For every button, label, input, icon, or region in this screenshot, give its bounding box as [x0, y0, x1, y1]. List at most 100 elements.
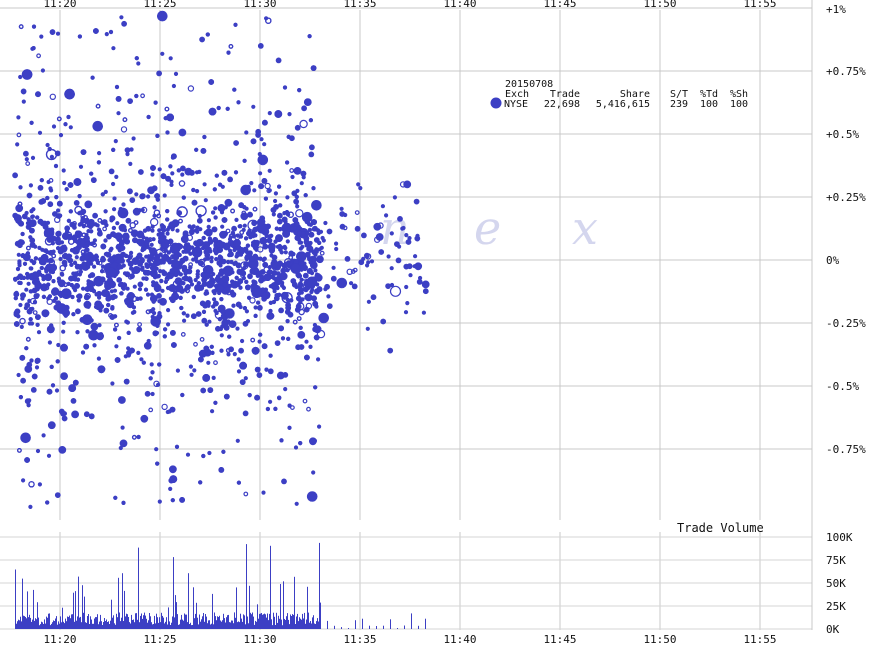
trade-point [109, 294, 116, 301]
trade-point [80, 216, 85, 221]
trade-point [258, 332, 263, 337]
volume-bar [141, 613, 142, 629]
trade-point [50, 29, 55, 34]
volume-bar [211, 623, 212, 629]
trade-point [259, 277, 264, 282]
trade-point [26, 281, 31, 286]
volume-bar [35, 618, 36, 629]
trade-point [293, 220, 300, 227]
trade-point [233, 22, 238, 27]
x-tick-top: 11:20 [43, 0, 76, 10]
volume-bar [275, 625, 276, 629]
volume-bar [158, 622, 159, 629]
trade-point [179, 165, 186, 172]
trade-point [289, 298, 294, 303]
volume-bar [71, 614, 72, 629]
x-tick-top: 11:30 [243, 0, 276, 10]
trade-point [310, 65, 317, 71]
trade-point [29, 120, 34, 125]
trade-point [299, 119, 308, 129]
trade-point [55, 208, 61, 213]
trade-point [17, 280, 22, 285]
trade-point [182, 230, 189, 237]
trade-point [34, 357, 41, 364]
trade-point [56, 116, 62, 122]
trade-point [28, 227, 35, 234]
volume-bar [279, 618, 280, 629]
trade-point [282, 371, 289, 378]
x-tick-bottom: 11:20 [43, 633, 76, 646]
volume-bar [59, 623, 60, 629]
trade-point [25, 275, 30, 280]
trade-point [105, 267, 117, 278]
trade-point [45, 142, 50, 148]
trade-point [47, 340, 53, 345]
volume-bar [45, 623, 46, 629]
trade-point [24, 302, 31, 309]
trade-point [77, 34, 82, 39]
volume-bar [143, 615, 144, 629]
trade-point [249, 297, 256, 304]
trade-point [389, 231, 394, 236]
trade-point [298, 308, 305, 316]
trade-point [209, 259, 214, 264]
trade-point [273, 406, 278, 412]
volume-bar [320, 628, 321, 629]
trade-point [214, 325, 221, 332]
trade-point [70, 294, 75, 300]
trade-point [204, 228, 213, 237]
trade-point [140, 248, 145, 253]
trade-point [32, 300, 38, 305]
trade-point [59, 271, 65, 277]
trade-point [235, 326, 240, 331]
trade-point [316, 357, 321, 362]
trade-point [22, 261, 28, 266]
volume-bar [61, 622, 62, 629]
trade-point [236, 357, 241, 362]
trade-point [46, 282, 51, 287]
trade-point [143, 287, 149, 292]
trade-point [235, 301, 242, 308]
trade-point [59, 264, 66, 272]
volume-bar [263, 614, 264, 629]
volume-bar [369, 625, 370, 629]
trade-point [202, 134, 207, 140]
trade-point [78, 269, 83, 274]
trade-point [44, 237, 54, 246]
trade-point [234, 217, 239, 222]
trade-point [295, 251, 307, 262]
trade-point [137, 208, 142, 213]
trade-point [34, 365, 40, 370]
trade-point [132, 284, 137, 289]
trade-point [71, 410, 79, 419]
trade-point [209, 344, 214, 349]
trade-point [92, 212, 98, 219]
trade-point [26, 245, 31, 251]
trade-point [21, 99, 26, 104]
volume-bar [216, 620, 217, 629]
trade-point [243, 376, 248, 381]
y-tick: -0.25% [826, 317, 866, 330]
trade-point [45, 195, 50, 201]
trade-point [300, 244, 305, 249]
trade-point [195, 225, 200, 230]
trade-point [206, 224, 211, 229]
volume-bar [218, 617, 219, 629]
trade-point [61, 259, 68, 266]
trade-point [47, 250, 52, 255]
trade-point [91, 264, 97, 269]
trade-point [90, 322, 99, 331]
trade-point [152, 205, 157, 210]
volume-bar [147, 622, 148, 629]
volume-bar [52, 622, 53, 629]
trade-point [94, 257, 99, 263]
volume-bar [288, 619, 289, 629]
trade-point [37, 130, 43, 135]
trade-point [93, 222, 98, 227]
volume-bar [308, 612, 309, 629]
volume-bar [19, 620, 20, 629]
trade-point [170, 153, 177, 160]
volume-bar [102, 625, 103, 629]
trade-point [280, 336, 286, 341]
grid-lines [0, 0, 813, 630]
